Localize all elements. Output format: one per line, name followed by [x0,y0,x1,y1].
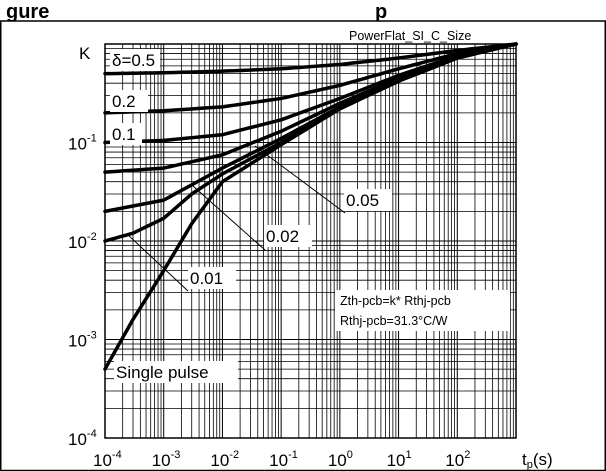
x-axis-label: tp(s) [522,450,553,471]
curve-label-text: 0.2 [112,92,136,111]
curve-series [103,42,518,76]
y-tick-labels: 10-1 10-2 10-3 10-4 [68,133,97,450]
x-tick-label: 10-3 [152,449,181,470]
curve-label: 0.01 [188,267,236,289]
label-leader-lines [126,145,346,292]
curve-series [103,42,518,115]
curve-labels: δ=0.5 0.2 0.1 0.05 0.02 0.01 Single pulse [110,49,392,383]
leader-line [126,233,189,292]
curve-label-text: 0.05 [346,191,379,210]
y-axis-label: K [79,44,91,63]
svg-text:tp(s): tp(s) [522,450,553,471]
y-tick-label: 10-2 [68,231,97,252]
curve-label: 0.2 [110,90,148,112]
curve-label: 0.05 [344,189,392,211]
curve-series [103,42,518,371]
leader-line [254,145,346,214]
y-tick-label: 10-4 [68,428,97,449]
curve-label: δ=0.5 [110,49,160,71]
x-tick-labels: 10-4 10-3 10-2 10-1 100 101 102 [93,449,470,470]
chart-name-label: PowerFlat_SI_C_Size [349,29,471,43]
curve-label: 0.1 [110,123,142,145]
x-tick-label: 10-1 [269,449,298,470]
annotation-line-2: Rthj-pcb=31.3°C/W [340,314,448,328]
curve-label: 0.02 [264,225,312,247]
curve-label-text: δ=0.5 [112,51,155,70]
x-tick-label: 10-2 [210,449,239,470]
y-tick-label: 10-3 [68,330,97,351]
curve-label: Single pulse [114,361,238,383]
curves [103,42,518,371]
x-axis-label-unit: (s) [533,450,553,469]
x-tick-label: 101 [387,449,412,470]
x-axis-label-main: t [522,450,527,469]
annotation-box: Zth-pcb=k* Rthj-pcb Rthj-pcb=31.3°C/W [335,290,510,331]
annotation-line-1: Zth-pcb=k* Rthj-pcb [340,294,451,308]
leader-line [192,185,266,251]
y-tick-label: 10-1 [68,133,97,154]
curve-label-text: 0.01 [190,269,223,288]
curve-label-text: 0.02 [266,227,299,246]
curve-label-text: 0.1 [112,125,136,144]
curve-label-text: Single pulse [116,363,209,382]
figure-title: gure p [6,1,387,23]
x-tick-label: 100 [328,449,353,470]
x-axis-label-sub: p [527,459,533,471]
x-tick-label: 102 [445,449,470,470]
figure-title-part-1: gure [6,1,49,23]
x-tick-label: 10-4 [93,449,122,470]
figure-title-part-2: p [375,1,387,23]
